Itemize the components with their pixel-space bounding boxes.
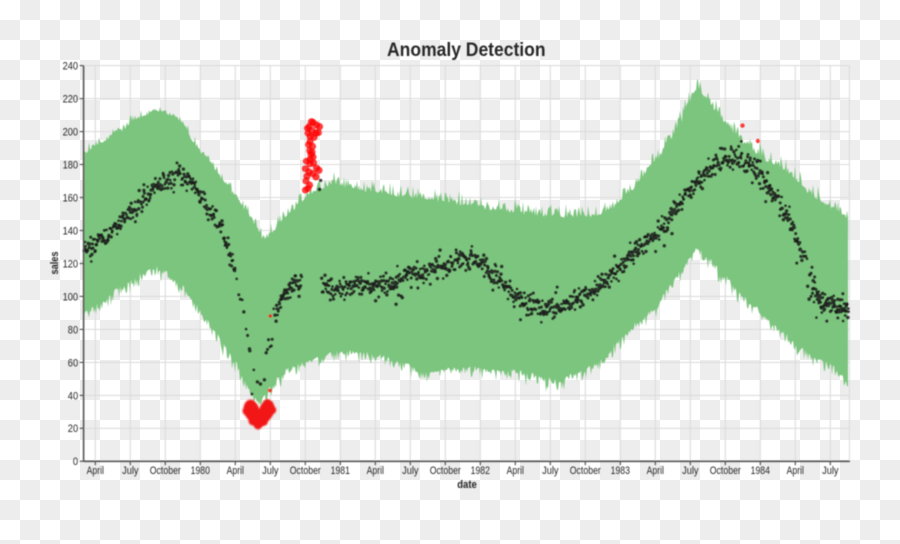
svg-text:July: July — [122, 465, 139, 477]
svg-text:October: October — [710, 465, 741, 477]
svg-text:April: April — [227, 465, 244, 477]
svg-text:April: April — [507, 465, 524, 477]
svg-text:October: October — [430, 465, 461, 477]
svg-text:April: April — [367, 465, 384, 477]
svg-text:October: October — [570, 465, 601, 477]
svg-text:April: April — [87, 465, 104, 477]
svg-text:1984: 1984 — [751, 465, 770, 477]
svg-text:180: 180 — [63, 159, 79, 171]
svg-text:April: April — [647, 465, 664, 477]
svg-text:1981: 1981 — [331, 465, 350, 477]
svg-text:200: 200 — [63, 127, 79, 139]
svg-text:July: July — [682, 465, 699, 477]
svg-text:July: July — [262, 465, 279, 477]
svg-text:sales: sales — [49, 252, 61, 275]
svg-text:240: 240 — [63, 61, 79, 73]
svg-text:1980: 1980 — [191, 465, 210, 477]
svg-text:60: 60 — [68, 357, 78, 369]
svg-text:160: 160 — [63, 192, 79, 204]
svg-text:October: October — [150, 465, 181, 477]
svg-text:1983: 1983 — [611, 465, 630, 477]
svg-text:April: April — [787, 465, 804, 477]
svg-text:July: July — [542, 465, 559, 477]
svg-text:date: date — [457, 479, 477, 491]
svg-text:140: 140 — [63, 225, 79, 237]
svg-text:July: July — [822, 465, 839, 477]
svg-text:July: July — [402, 465, 419, 477]
svg-text:1982: 1982 — [471, 465, 490, 477]
svg-text:40: 40 — [68, 390, 78, 402]
svg-text:October: October — [290, 465, 321, 477]
svg-text:220: 220 — [63, 94, 79, 106]
svg-text:120: 120 — [63, 258, 79, 270]
svg-text:80: 80 — [68, 324, 78, 336]
svg-text:Anomaly Detection: Anomaly Detection — [387, 40, 546, 61]
svg-text:100: 100 — [63, 291, 79, 303]
svg-text:20: 20 — [68, 423, 78, 435]
svg-text:0: 0 — [73, 456, 78, 468]
